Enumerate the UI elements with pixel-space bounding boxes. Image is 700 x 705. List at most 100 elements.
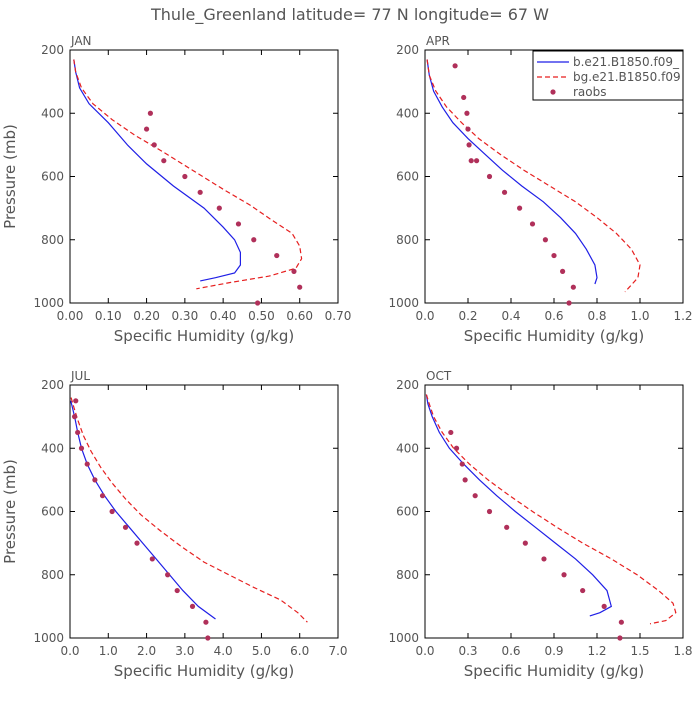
x-tick-label: 0.2 [458, 309, 477, 323]
raobs-point [618, 619, 624, 625]
y-tick-label: 600 [396, 170, 419, 184]
panel-label: JUL [70, 369, 90, 383]
raobs-point [182, 173, 188, 180]
raobs-point [542, 237, 549, 243]
raobs-point [291, 268, 297, 274]
series-b-line [70, 400, 216, 620]
raobs-point [466, 142, 472, 148]
x-tick-label: 0.6 [501, 644, 520, 658]
y-tick-label: 1000 [33, 296, 64, 310]
x-tick-label: 6.0 [290, 644, 309, 658]
series-group [73, 59, 303, 290]
x-tick-label: 0.0 [415, 644, 434, 658]
raobs-point [461, 94, 467, 101]
raobs-point [251, 237, 257, 243]
series-bg-line [426, 59, 641, 293]
raobs-point [274, 252, 280, 259]
series-group [425, 394, 677, 625]
x-tick-label: 5.0 [252, 644, 271, 658]
raobs-point [75, 429, 81, 436]
x-tick-label: 0.50 [248, 309, 275, 323]
raobs-point [486, 173, 493, 180]
panel-jul: 0.0 1.0 2.0 3.0 4.0 5.0 6.0 7.0 200 400 600 800 1000… [1, 369, 348, 680]
y-axis-label: Pressure (mb) [1, 124, 19, 229]
series-group [426, 59, 641, 293]
x-tick-label: 0.20 [133, 309, 160, 323]
raobs-point [255, 300, 261, 306]
x-axis-label: Specific Humidity (g/kg) [114, 662, 294, 680]
raobs-point [122, 524, 129, 530]
raobs-point [109, 508, 115, 515]
x-tick-label: 0.0 [60, 644, 79, 658]
x-tick-label: 0.4 [501, 309, 520, 323]
x-tick-label: 0.8 [587, 309, 606, 323]
panel-label: OCT [426, 369, 452, 383]
legend-label: b.e21.B1850.f09_ [573, 55, 680, 69]
x-axis-label: Specific Humidity (g/kg) [464, 327, 644, 345]
raobs-point [522, 540, 528, 546]
y-tick-label: 800 [396, 233, 419, 247]
x-tick-label: 1.2 [673, 309, 692, 323]
raobs-point [486, 508, 493, 515]
series-b-line [425, 394, 613, 617]
raobs-point [465, 126, 471, 132]
legend-label: bg.e21.B1850.f09 [573, 70, 681, 84]
raobs-point [297, 284, 303, 290]
y-tick-label: 200 [41, 378, 64, 392]
raobs-point [464, 110, 470, 116]
raobs-point [149, 556, 155, 562]
legend-raobs-marker [550, 89, 556, 95]
raobs-point [560, 268, 566, 274]
raobs-point [161, 158, 167, 164]
legend-box [532, 50, 684, 101]
x-tick-label: 1.5 [630, 644, 649, 658]
series-b-line [426, 59, 598, 285]
raobs-point [78, 445, 85, 451]
raobs-point [452, 63, 458, 69]
y-tick-label: 400 [41, 441, 64, 455]
x-tick-label: 1.2 [587, 644, 606, 658]
panel-apr: 0.0 0.2 0.4 0.6 0.8 1.0 1.2 200 400 600 800 1000 APR… [388, 34, 692, 345]
raobs-point [472, 493, 478, 499]
x-tick-label: 1.0 [99, 644, 118, 658]
panel-jan: 0.00 0.10 0.20 0.30 0.40 0.50 0.60 0.70 200 400 60… [1, 34, 351, 345]
raobs-point [580, 587, 586, 594]
raobs-point [84, 461, 90, 467]
y-tick-label: 800 [41, 568, 64, 582]
y-tick-label: 200 [396, 43, 419, 57]
y-tick-label: 600 [396, 505, 419, 519]
chart-title: Thule_Greenland latitude= 77 N longitude… [150, 5, 549, 25]
panel-oct: 0.0 0.3 0.6 0.9 1.2 1.5 1.8 200 400 600 800 1000 OCT… [388, 369, 692, 680]
x-tick-label: 0.3 [458, 644, 477, 658]
x-tick-label: 0.70 [325, 309, 352, 323]
y-tick-label: 600 [41, 505, 64, 519]
raobs-point [459, 461, 465, 467]
y-tick-label: 1000 [388, 631, 419, 645]
x-tick-label: 0.60 [286, 309, 313, 323]
y-tick-label: 600 [41, 170, 64, 184]
raobs-point [566, 300, 572, 306]
y-tick-label: 800 [41, 233, 64, 247]
raobs-point [203, 619, 209, 625]
raobs-point [134, 540, 140, 546]
y-tick-label: 400 [396, 441, 419, 455]
x-tick-label: 0.30 [171, 309, 198, 323]
x-axis-label: Specific Humidity (g/kg) [114, 327, 294, 345]
raobs-point [517, 205, 523, 211]
y-tick-label: 800 [396, 568, 419, 582]
raobs-point [143, 126, 150, 132]
panel-label: APR [426, 34, 450, 48]
raobs-point [189, 603, 196, 609]
raobs-point [151, 142, 157, 148]
x-tick-label: 0.6 [544, 309, 563, 323]
raobs-point [453, 445, 460, 451]
x-tick-label: 0.00 [57, 309, 84, 323]
raobs-point [501, 189, 508, 195]
raobs-point [448, 429, 454, 436]
raobs-point [216, 205, 222, 211]
y-tick-label: 200 [41, 43, 64, 57]
x-axis-label: Specific Humidity (g/kg) [464, 662, 644, 680]
series-b-line [73, 59, 241, 282]
